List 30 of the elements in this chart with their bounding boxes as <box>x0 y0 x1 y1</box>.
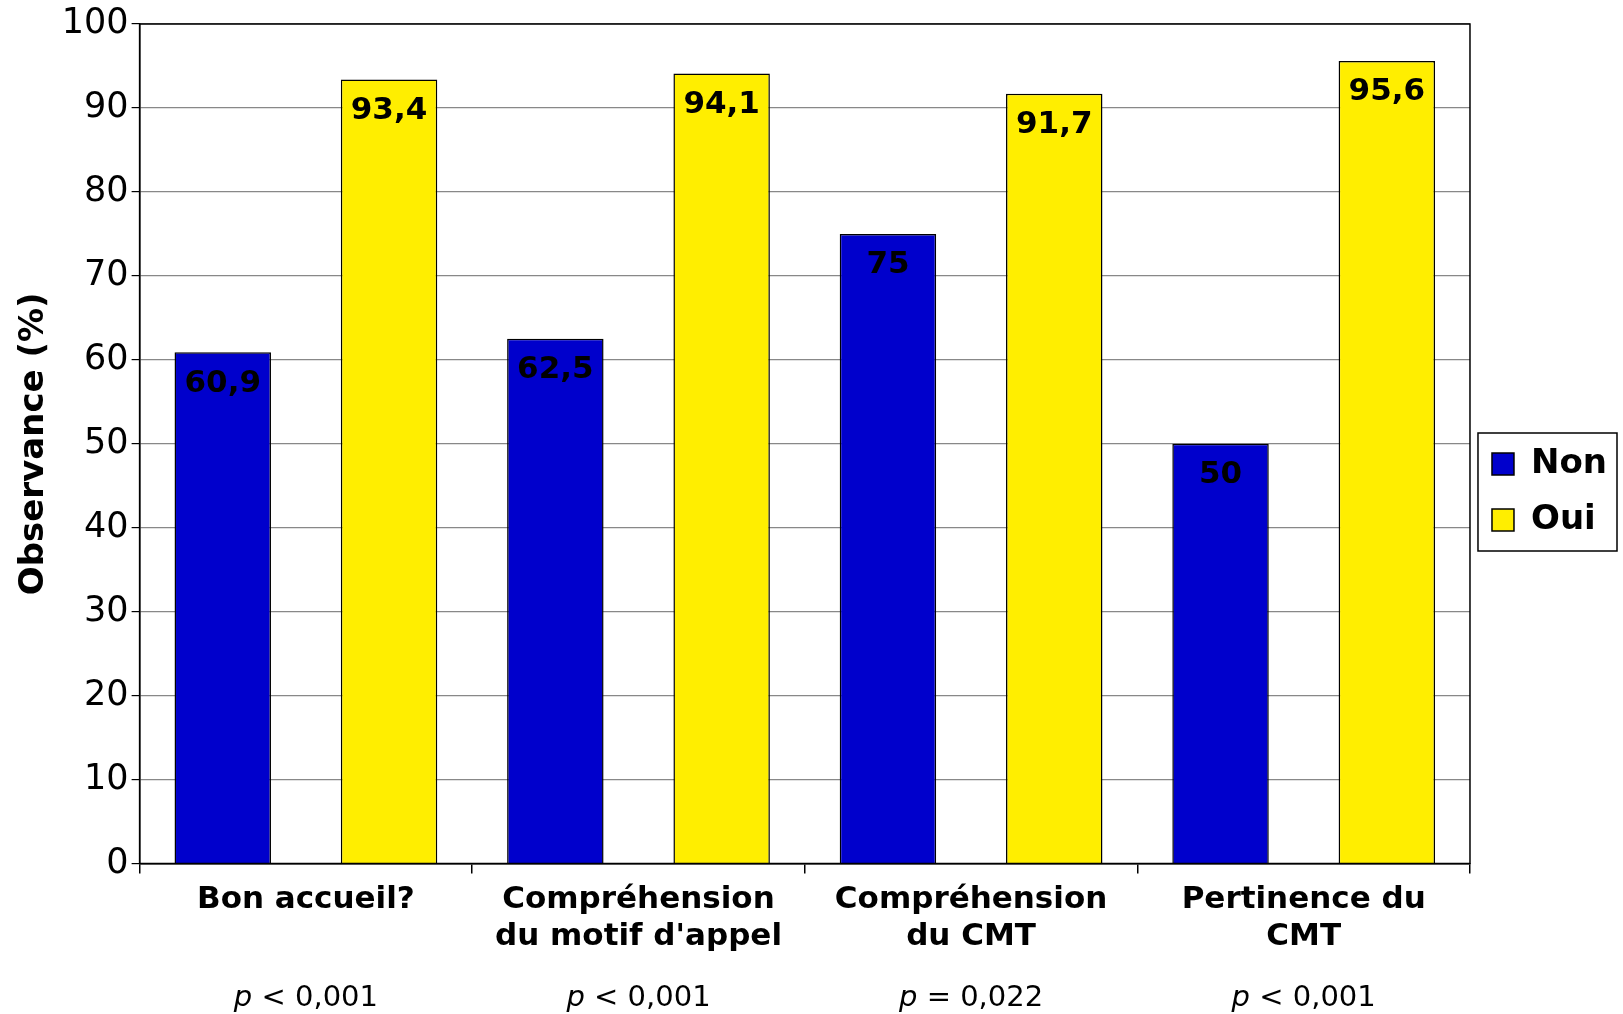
y-tick-label: 10 <box>84 756 129 797</box>
y-tick-label: 90 <box>84 85 129 126</box>
x-tick-label: Compréhension du CMT <box>834 879 1108 953</box>
data-label: 93,4 <box>350 89 428 126</box>
data-label: 75 <box>866 244 910 281</box>
text: p = 0,022 <box>898 979 1044 1013</box>
legend-label: Oui <box>1530 496 1596 537</box>
data-label: 91,7 <box>1015 104 1093 141</box>
data-label: 94,1 <box>683 84 760 121</box>
y-axis-title: Observance (%) <box>11 292 52 596</box>
data-label: 62,5 <box>517 349 594 386</box>
text: p < 0,001 <box>232 979 378 1013</box>
text: p < 0,001 <box>565 979 711 1013</box>
legend-label: Non <box>1530 440 1608 481</box>
x-tick-label: Bon accueil? <box>197 879 415 916</box>
data-label: 60,9 <box>184 362 261 399</box>
x-tick-label: Compréhension du motif d'appel <box>494 879 782 953</box>
y-tick-label: 40 <box>84 504 129 545</box>
data-label: 95,6 <box>1348 71 1426 108</box>
y-tick-label: 0 <box>106 840 129 881</box>
y-tick-label: 100 <box>61 1 129 42</box>
x-tick-label: Pertinence du CMT <box>1181 879 1426 953</box>
y-tick-label: 70 <box>84 252 129 293</box>
text: p < 0,001 <box>1230 979 1376 1013</box>
y-tick-label: 30 <box>84 588 129 629</box>
y-tick-label: 20 <box>84 672 129 713</box>
y-tick-label: 80 <box>84 169 129 210</box>
y-tick-label: 50 <box>84 420 129 461</box>
data-label: 50 <box>1198 454 1243 491</box>
y-tick-label: 60 <box>84 336 129 377</box>
